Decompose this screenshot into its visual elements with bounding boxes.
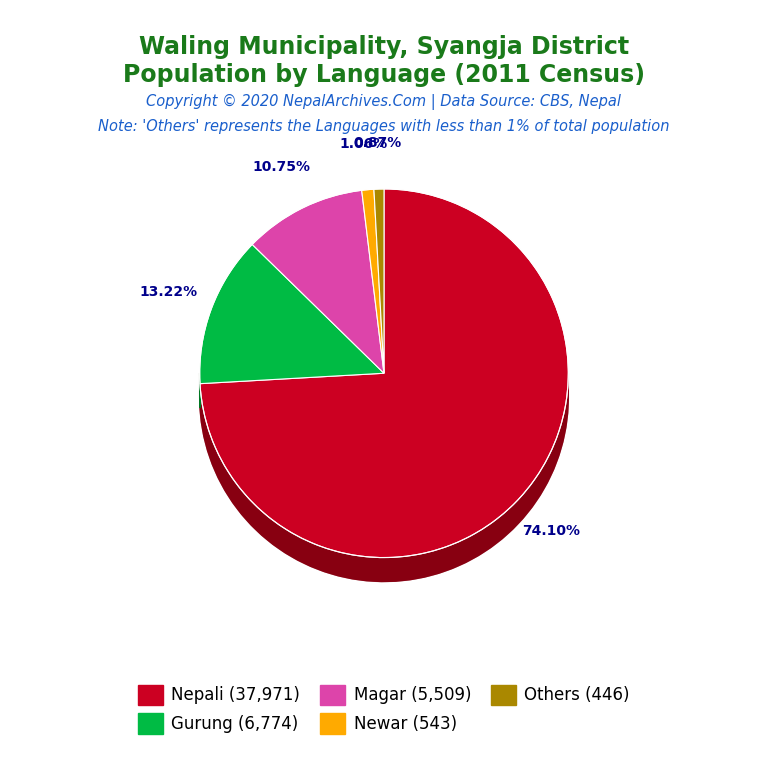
Wedge shape: [200, 244, 384, 384]
Text: 10.75%: 10.75%: [253, 160, 311, 174]
Polygon shape: [200, 375, 568, 581]
Text: Note: 'Others' represents the Languages with less than 1% of total population: Note: 'Others' represents the Languages …: [98, 119, 670, 134]
Text: 1.06%: 1.06%: [339, 137, 388, 151]
Wedge shape: [362, 189, 384, 373]
Text: 0.87%: 0.87%: [353, 136, 402, 150]
Text: Copyright © 2020 NepalArchives.Com | Data Source: CBS, Nepal: Copyright © 2020 NepalArchives.Com | Dat…: [147, 94, 621, 110]
Wedge shape: [374, 189, 384, 373]
Text: 74.10%: 74.10%: [522, 525, 581, 538]
Wedge shape: [200, 189, 568, 558]
Legend: Nepali (37,971), Gurung (6,774), Magar (5,509), Newar (543), Others (446): Nepali (37,971), Gurung (6,774), Magar (…: [131, 678, 637, 740]
Wedge shape: [252, 190, 384, 373]
Text: Waling Municipality, Syangja District: Waling Municipality, Syangja District: [139, 35, 629, 58]
Text: 13.22%: 13.22%: [139, 286, 197, 300]
Text: Population by Language (2011 Census): Population by Language (2011 Census): [123, 63, 645, 87]
Polygon shape: [200, 373, 568, 581]
